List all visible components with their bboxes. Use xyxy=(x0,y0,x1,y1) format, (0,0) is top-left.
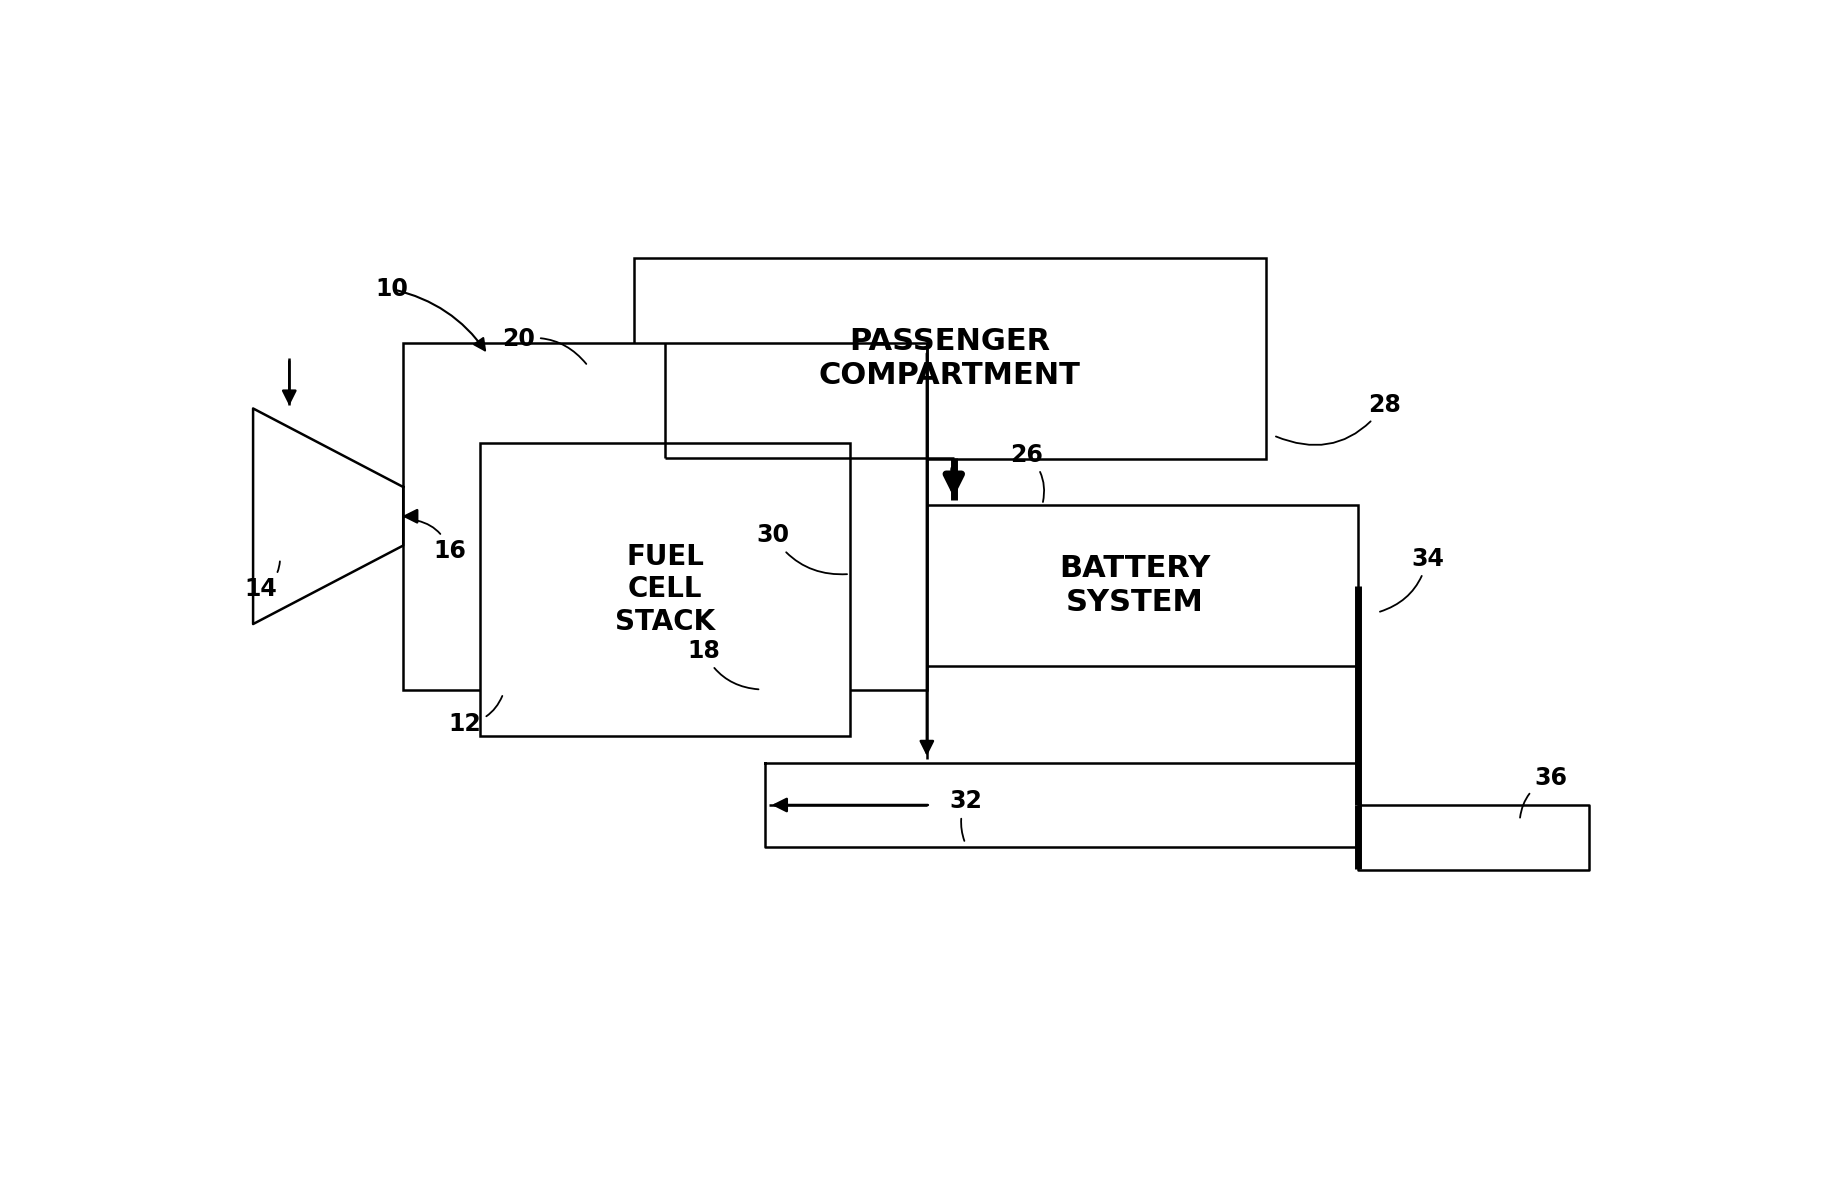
Text: 30: 30 xyxy=(756,524,847,575)
Text: 10: 10 xyxy=(376,277,409,301)
Text: 28: 28 xyxy=(1276,393,1401,445)
Text: 12: 12 xyxy=(449,696,503,737)
Text: PASSENGER
COMPARTMENT: PASSENGER COMPARTMENT xyxy=(820,327,1080,389)
Polygon shape xyxy=(765,763,1588,870)
Text: 36: 36 xyxy=(1520,766,1566,818)
Bar xyxy=(911,505,1357,666)
Text: BATTERY
SYSTEM: BATTERY SYSTEM xyxy=(1058,555,1210,616)
Text: 34: 34 xyxy=(1379,546,1443,612)
Bar xyxy=(481,443,849,735)
Text: 14: 14 xyxy=(244,562,281,601)
Text: 18: 18 xyxy=(688,639,759,689)
Text: 16: 16 xyxy=(418,521,466,563)
Text: 20: 20 xyxy=(503,327,587,364)
Text: FUEL
CELL
STACK: FUEL CELL STACK xyxy=(614,543,715,635)
Bar xyxy=(403,343,926,689)
Polygon shape xyxy=(253,408,403,624)
Text: 26: 26 xyxy=(1011,443,1044,502)
Text: 32: 32 xyxy=(948,789,981,841)
Bar xyxy=(635,258,1265,458)
